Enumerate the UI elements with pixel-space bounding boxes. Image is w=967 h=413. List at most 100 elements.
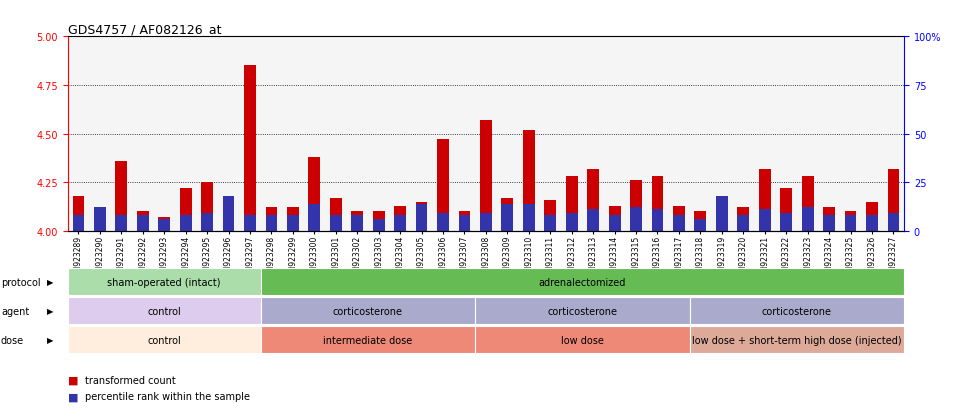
Bar (68, 326, 261, 353)
Text: ■: ■ (68, 392, 78, 401)
Bar (159, 218, 170, 231)
Bar (351, 216, 364, 231)
Bar (888, 169, 899, 231)
Bar (287, 208, 299, 231)
Text: intermediate dose: intermediate dose (323, 335, 413, 345)
Bar (673, 206, 685, 231)
Bar (566, 214, 577, 231)
Bar (261, 297, 475, 324)
Text: low dose: low dose (561, 335, 603, 345)
Bar (287, 216, 299, 231)
Bar (587, 169, 599, 231)
Bar (689, 297, 904, 324)
Bar (689, 326, 904, 353)
Bar (373, 212, 385, 231)
Bar (652, 177, 663, 231)
Bar (222, 196, 234, 231)
Bar (738, 216, 749, 231)
Bar (475, 297, 689, 324)
Bar (823, 208, 835, 231)
Bar (544, 200, 556, 231)
Bar (780, 189, 792, 231)
Bar (759, 169, 771, 231)
Text: control: control (147, 306, 181, 316)
Bar (180, 216, 191, 231)
Bar (738, 208, 749, 231)
Bar (694, 212, 706, 231)
Text: agent: agent (1, 306, 29, 316)
Bar (866, 202, 878, 231)
Bar (480, 214, 492, 231)
Bar (502, 198, 513, 231)
Bar (802, 177, 813, 231)
Bar (844, 216, 857, 231)
Bar (115, 161, 128, 231)
Bar (802, 208, 813, 231)
Bar (866, 216, 878, 231)
Bar (416, 202, 427, 231)
Bar (544, 216, 556, 231)
Text: corticosterone: corticosterone (333, 306, 403, 316)
Bar (137, 216, 149, 231)
Bar (222, 208, 234, 231)
Text: low dose + short-term high dose (injected): low dose + short-term high dose (injecte… (692, 335, 901, 345)
Bar (261, 268, 904, 295)
Text: percentile rank within the sample: percentile rank within the sample (85, 392, 250, 401)
Bar (475, 326, 689, 353)
Bar (608, 206, 621, 231)
Bar (68, 297, 261, 324)
Bar (244, 216, 256, 231)
Text: ■: ■ (68, 375, 78, 385)
Bar (395, 206, 406, 231)
Bar (823, 216, 835, 231)
Bar (73, 196, 84, 231)
Bar (159, 220, 170, 231)
Bar (330, 216, 341, 231)
Text: dose: dose (1, 335, 24, 345)
Bar (608, 216, 621, 231)
Bar (395, 216, 406, 231)
Bar (566, 177, 577, 231)
Text: ▶: ▶ (47, 335, 54, 344)
Bar (480, 121, 492, 231)
Bar (458, 212, 470, 231)
Bar (115, 216, 128, 231)
Text: ▶: ▶ (47, 278, 54, 286)
Bar (308, 157, 320, 231)
Bar (523, 204, 535, 231)
Text: ▶: ▶ (47, 306, 54, 315)
Bar (673, 216, 685, 231)
Text: transformed count: transformed count (85, 375, 176, 385)
Bar (888, 214, 899, 231)
Bar (137, 212, 149, 231)
Bar (630, 181, 642, 231)
Bar (244, 66, 256, 231)
Bar (180, 189, 191, 231)
Bar (523, 131, 535, 231)
Bar (652, 210, 663, 231)
Bar (330, 198, 341, 231)
Text: GDS4757 / AF082126_at: GDS4757 / AF082126_at (68, 23, 221, 36)
Text: corticosterone: corticosterone (762, 306, 832, 316)
Text: control: control (147, 335, 181, 345)
Bar (373, 220, 385, 231)
Text: adrenalectomized: adrenalectomized (539, 277, 626, 287)
Text: corticosterone: corticosterone (547, 306, 618, 316)
Bar (780, 214, 792, 231)
Bar (716, 216, 728, 231)
Bar (73, 216, 84, 231)
Bar (68, 268, 261, 295)
Text: protocol: protocol (1, 277, 41, 287)
Bar (201, 183, 213, 231)
Text: sham-operated (intact): sham-operated (intact) (107, 277, 220, 287)
Bar (94, 208, 105, 231)
Bar (308, 204, 320, 231)
Bar (261, 326, 475, 353)
Bar (416, 204, 427, 231)
Bar (694, 220, 706, 231)
Bar (266, 208, 278, 231)
Bar (844, 212, 857, 231)
Bar (351, 212, 364, 231)
Bar (94, 222, 105, 231)
Bar (437, 214, 449, 231)
